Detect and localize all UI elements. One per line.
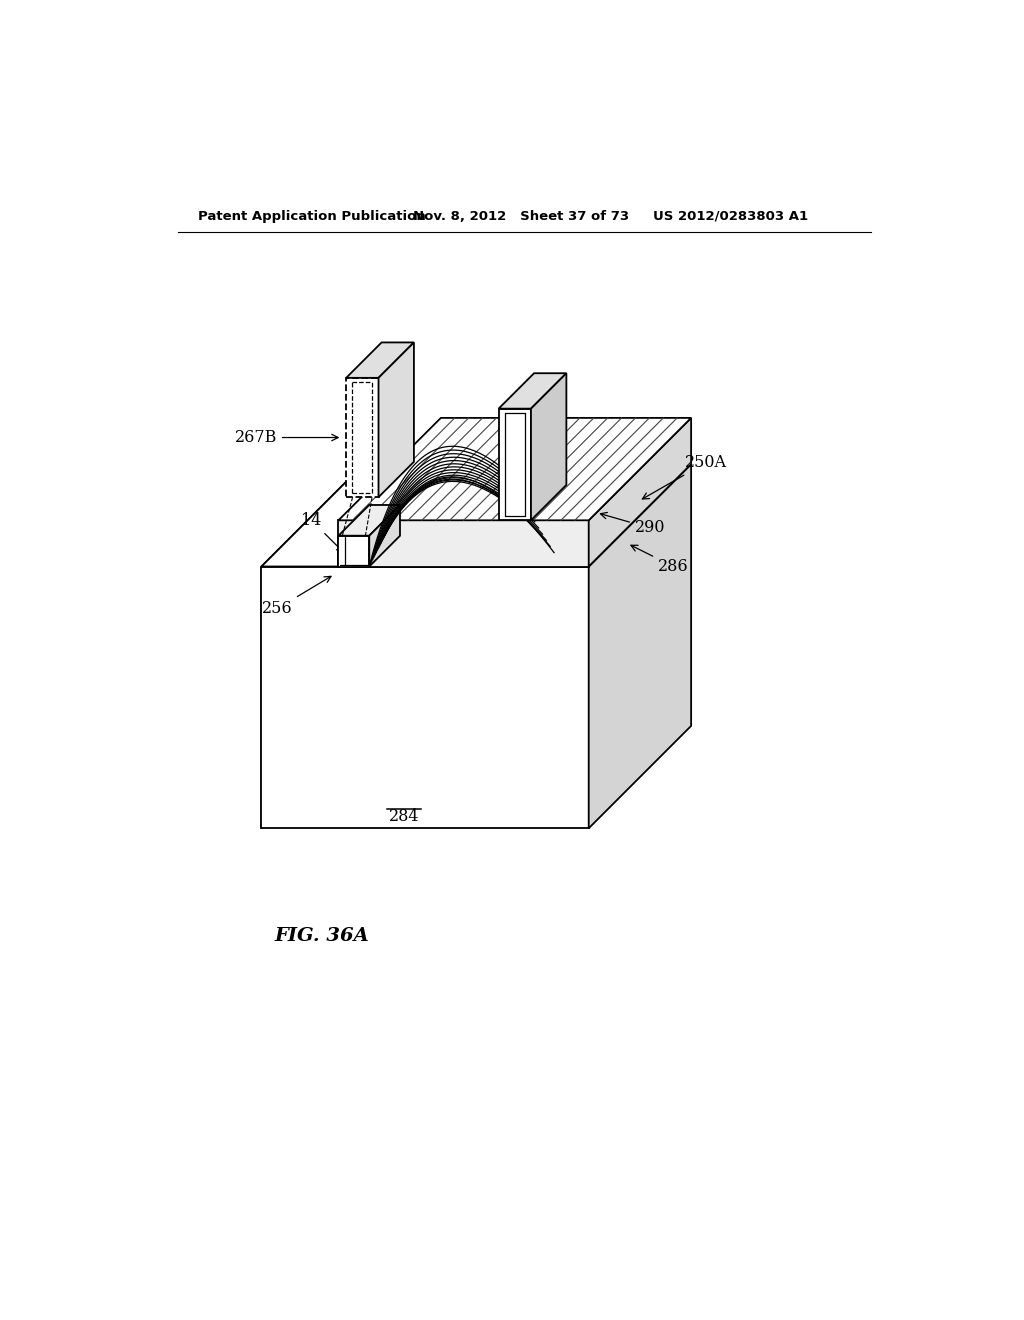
Polygon shape: [261, 465, 691, 566]
Polygon shape: [339, 418, 691, 520]
Polygon shape: [531, 374, 566, 520]
Polygon shape: [339, 520, 589, 566]
Polygon shape: [346, 342, 414, 378]
Polygon shape: [339, 506, 400, 536]
Polygon shape: [370, 506, 400, 566]
Text: 14: 14: [301, 512, 343, 552]
Text: 286: 286: [631, 545, 688, 576]
Text: US 2012/0283803 A1: US 2012/0283803 A1: [652, 210, 808, 223]
Text: FIG. 36A: FIG. 36A: [274, 927, 369, 945]
Text: Nov. 8, 2012   Sheet 37 of 73: Nov. 8, 2012 Sheet 37 of 73: [413, 210, 630, 223]
Text: 256: 256: [261, 577, 331, 618]
Polygon shape: [379, 342, 414, 498]
Text: 284: 284: [389, 808, 419, 825]
Text: 290: 290: [600, 512, 666, 536]
Polygon shape: [499, 409, 531, 520]
Polygon shape: [589, 465, 691, 829]
Polygon shape: [589, 418, 691, 566]
Polygon shape: [346, 378, 379, 498]
Polygon shape: [339, 536, 370, 566]
Polygon shape: [261, 465, 364, 829]
Polygon shape: [499, 374, 566, 409]
Text: 267A: 267A: [574, 458, 639, 475]
Text: 288: 288: [446, 424, 477, 474]
Text: Patent Application Publication: Patent Application Publication: [199, 210, 426, 223]
Text: 250A: 250A: [642, 454, 727, 499]
Text: 267B: 267B: [234, 429, 338, 446]
Polygon shape: [261, 566, 589, 829]
